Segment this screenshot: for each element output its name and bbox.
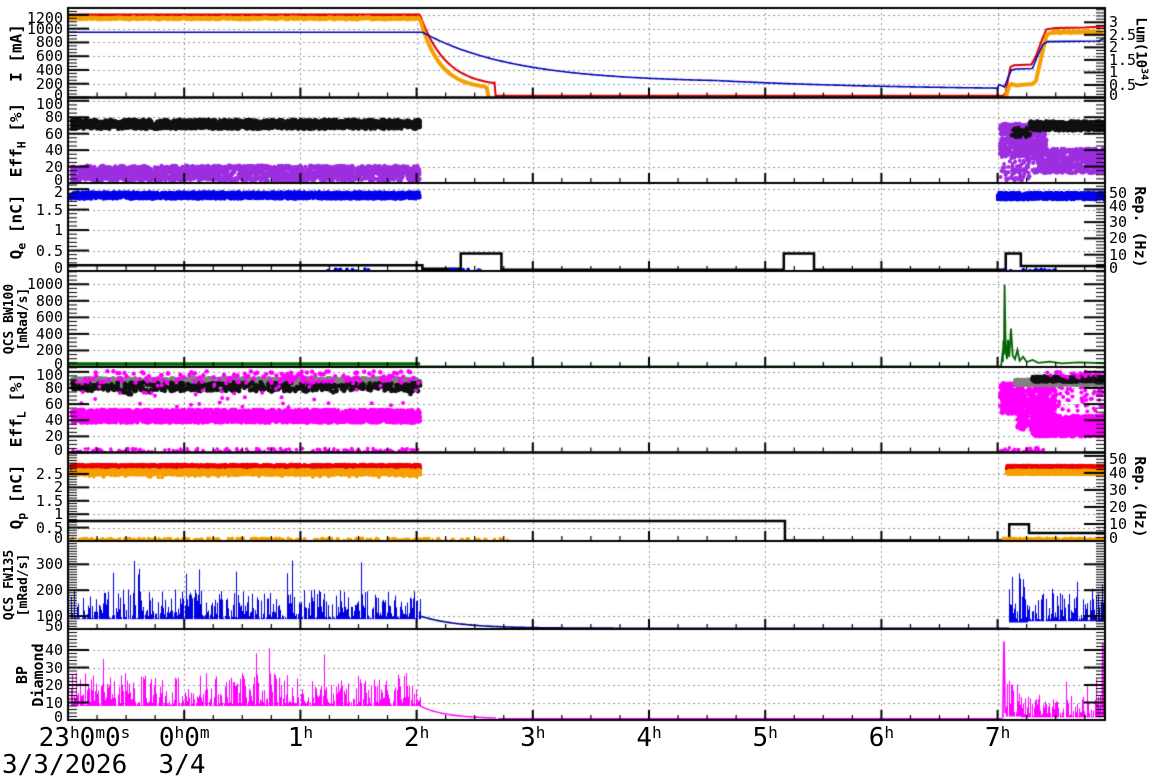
- y-tick-label: 50: [44, 617, 63, 635]
- y-tick-label: 0: [53, 171, 63, 189]
- y-tick-label: 1000: [26, 19, 63, 38]
- y-tick-label: 1: [53, 505, 63, 524]
- y-tick-label: 1000: [26, 275, 63, 294]
- y-tick-label: 2: [53, 478, 63, 497]
- right-tick-label: 0: [1109, 259, 1119, 277]
- y-tick-label: 0: [53, 355, 63, 373]
- y-tick-label: 0.5: [35, 241, 63, 260]
- right-tick-label: 0.5: [1109, 75, 1137, 94]
- y-tick-label: 0.5: [35, 518, 63, 537]
- right-tick-label: 50: [1109, 449, 1128, 468]
- y-tick-label: 40: [44, 141, 63, 160]
- y-tick-label: 2.5: [35, 464, 63, 483]
- y-axis-title-bp-diamond: BP Diamond: [12, 642, 47, 707]
- y-axis-title-eff-ler: EffL [%]: [6, 372, 29, 447]
- y-tick-label: 1200: [26, 8, 63, 27]
- right-tick-label: 2: [1109, 38, 1119, 57]
- x-tick-label: 6h: [868, 722, 895, 753]
- right-tick-label: 50: [1109, 183, 1128, 202]
- right-tick-label: 2.5: [1109, 25, 1137, 44]
- y-tick-label: 100: [35, 94, 63, 113]
- right-tick-label: 20: [1109, 497, 1128, 516]
- y-tick-label: 1: [53, 221, 63, 240]
- x-tick-label: 0h0m: [158, 722, 210, 753]
- x-tick-label: 5h: [752, 722, 778, 753]
- y-axis-title-charge-p: Qp [nC]: [6, 464, 29, 530]
- y-tick-label: 2: [53, 183, 63, 202]
- y-axis-title-eff-her: EffH [%]: [6, 103, 29, 178]
- right-tick-label: 10: [1109, 245, 1128, 264]
- right-tick-label: 0: [1109, 85, 1119, 104]
- y-tick-label: 300: [35, 555, 63, 574]
- y-tick-label: 60: [44, 395, 63, 414]
- x-tick-label: 4h: [636, 722, 662, 753]
- y-tick-label: 80: [44, 108, 63, 127]
- right-tick-label: 0: [1109, 529, 1119, 547]
- y-tick-label: 800: [35, 33, 63, 52]
- y-tick-label: 600: [35, 308, 63, 327]
- right-tick-label: 30: [1109, 480, 1128, 499]
- y-tick-label: 600: [35, 47, 63, 66]
- y-tick-label: 80: [44, 378, 63, 397]
- date-page-label: 3/3/2026 3/4: [2, 750, 206, 780]
- x-tick-label: 7h: [984, 722, 1011, 753]
- y-tick-label: 200: [35, 581, 63, 600]
- y-tick-label: 200: [35, 74, 63, 93]
- y-tick-label: 30: [44, 658, 63, 677]
- y-tick-label: 20: [44, 157, 63, 176]
- y-tick-label: 400: [35, 60, 63, 79]
- y-tick-label: 40: [44, 411, 63, 430]
- right-axis-title-charge-p: Rep. (Hz): [1131, 456, 1150, 538]
- right-tick-label: 40: [1109, 463, 1128, 482]
- y-tick-label: 10: [44, 693, 63, 712]
- y-axis-title-beam-current: I [mA]: [6, 23, 26, 82]
- x-tick-label: 23h0m0s: [38, 722, 131, 753]
- right-tick-label: 1: [1109, 63, 1119, 82]
- right-tick-label: 1.5: [1109, 50, 1137, 69]
- y-tick-label: 800: [35, 291, 63, 310]
- y-tick-label: 100: [35, 607, 63, 626]
- y-tick-label: 0: [53, 85, 63, 104]
- y-tick-label: 0: [53, 440, 63, 459]
- y-tick-label: 40: [44, 641, 63, 659]
- y-axis-title-qcs-fw135: QCS FW135 [mRad/s]: [1, 549, 31, 621]
- y-tick-label: 20: [44, 676, 63, 694]
- y-tick-label: 400: [35, 324, 63, 343]
- right-tick-label: 30: [1109, 213, 1128, 232]
- right-axis-title-beam-current: Lum(1034): [1132, 17, 1150, 89]
- y-tick-label: 0: [53, 529, 63, 547]
- x-tick-label: 1h: [287, 722, 314, 753]
- y-axis-title-charge-e: Qe [nC]: [6, 194, 29, 260]
- y-tick-label: 0: [53, 708, 63, 726]
- right-tick-label: 20: [1109, 229, 1128, 248]
- y-tick-label: 100: [35, 365, 63, 384]
- y-tick-label: 20: [44, 427, 63, 446]
- y-tick-label: 0: [53, 259, 63, 277]
- right-tick-label: 40: [1109, 196, 1128, 215]
- x-tick-label: 3h: [520, 722, 546, 753]
- y-tick-label: 60: [44, 124, 63, 143]
- y-axis-title-qcs-bw100: QCS BW100 [mRad/s]: [1, 283, 31, 355]
- y-tick-label: 1.5: [35, 200, 63, 219]
- right-tick-label: 3: [1109, 13, 1119, 32]
- right-tick-label: 10: [1109, 514, 1128, 533]
- x-tick-label: 2h: [403, 722, 430, 753]
- y-tick-label: 200: [35, 341, 63, 360]
- y-tick-label: 1.5: [35, 491, 63, 510]
- right-axis-title-charge-e: Rep. (Hz): [1131, 186, 1150, 268]
